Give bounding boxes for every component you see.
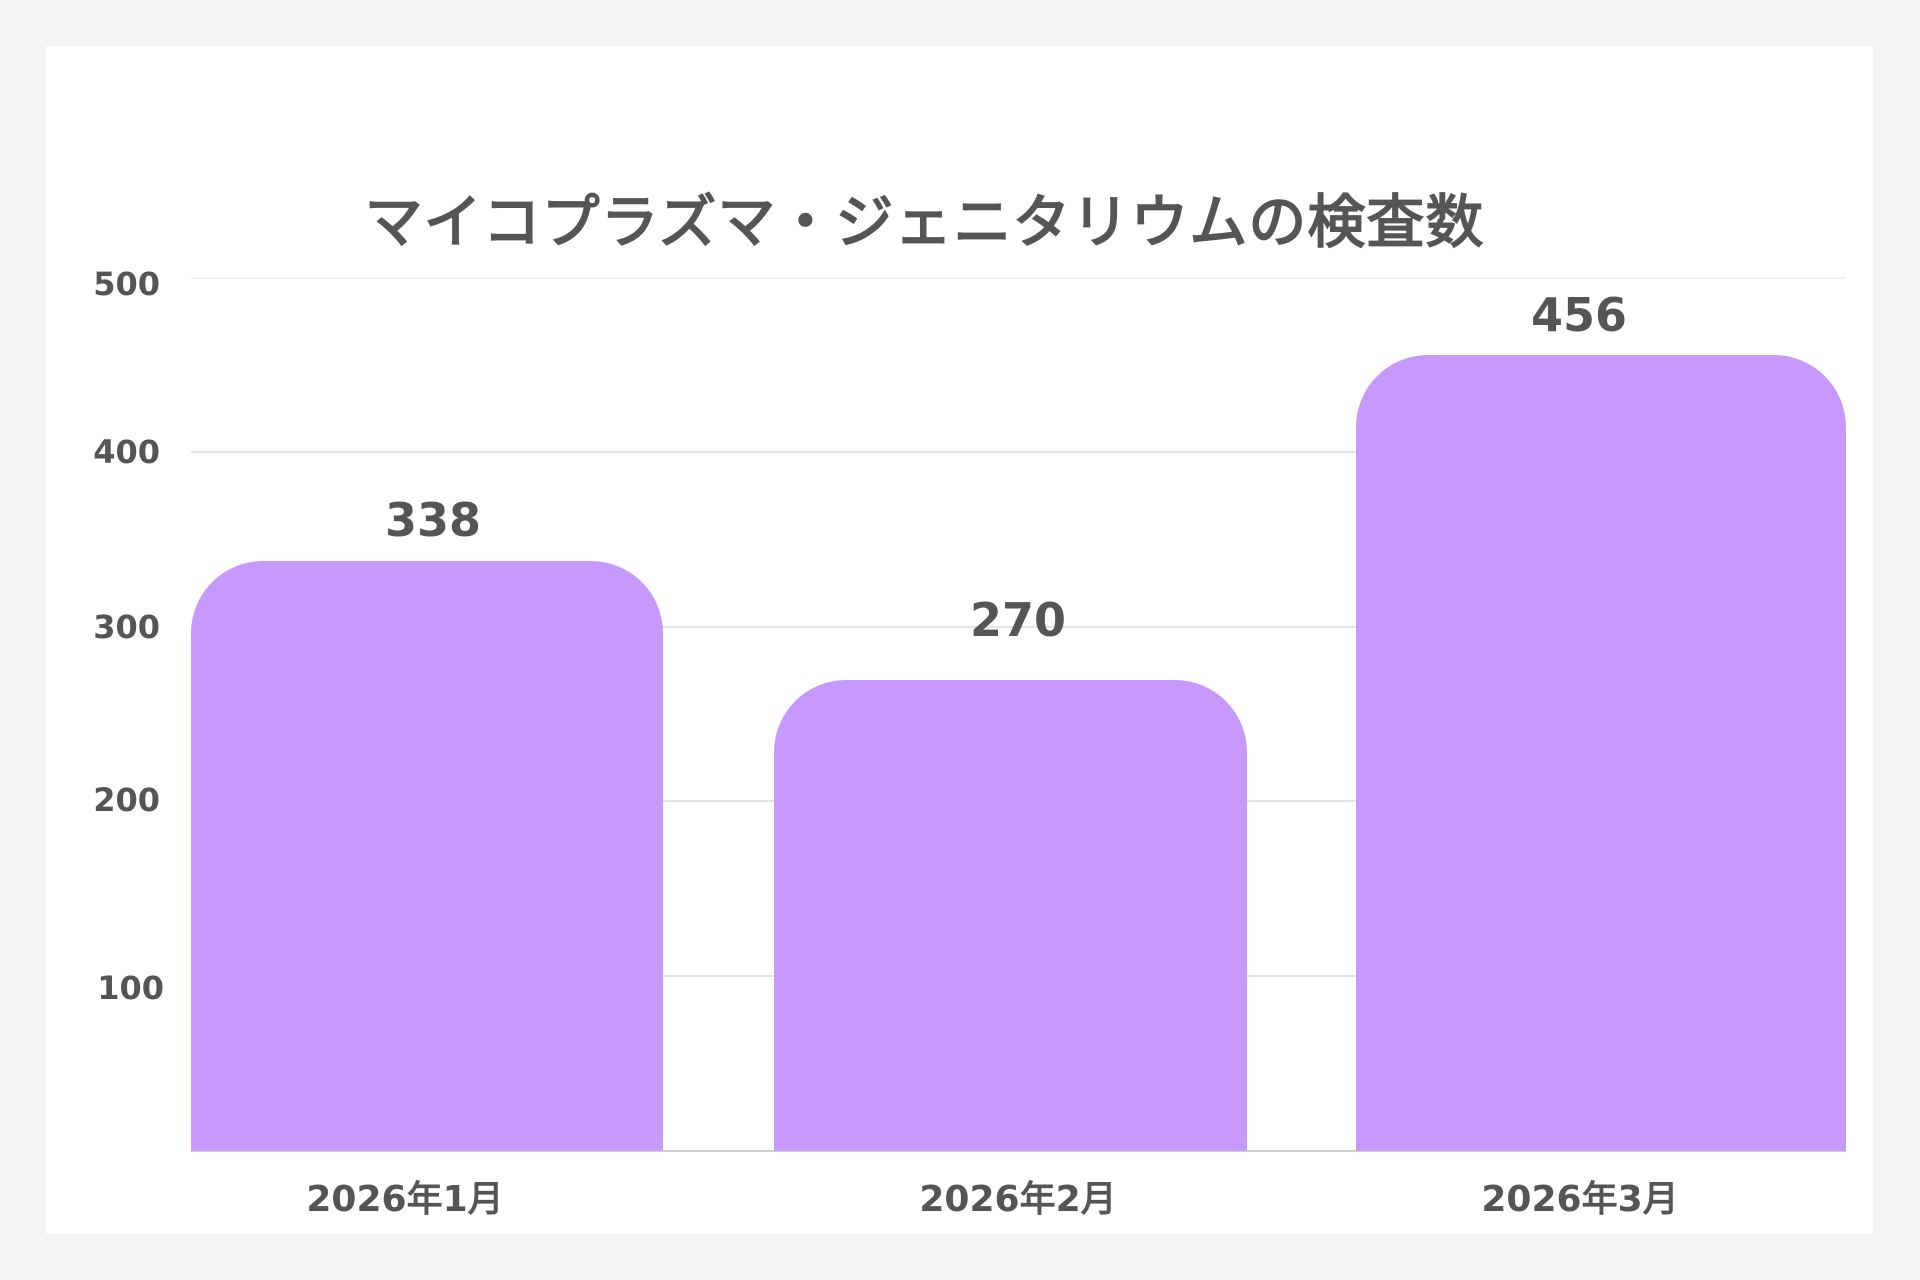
gridline-500	[191, 277, 1846, 279]
y-tick-label: 100	[97, 969, 164, 1007]
bar-2026-01	[191, 561, 663, 1151]
gridline-300	[191, 626, 1846, 628]
y-tick-label: 300	[93, 608, 160, 646]
x-tick-label: 2026年1月	[306, 1179, 504, 1220]
bar-2026-02	[774, 680, 1247, 1151]
gridline-400	[191, 451, 1846, 453]
y-tick-label: 500	[93, 265, 160, 303]
bar-value-label: 338	[384, 493, 482, 547]
x-tick-label: 2026年2月	[919, 1179, 1117, 1220]
bar-value-label: 456	[1530, 288, 1628, 342]
bar-value-label: 270	[969, 593, 1067, 647]
x-axis-baseline	[191, 1150, 1846, 1152]
bar-2026-03	[1356, 355, 1846, 1151]
chart-title: マイコプラズマ・ジェニタリウムの検査数	[364, 188, 1485, 256]
y-tick-label: 200	[93, 781, 160, 819]
y-tick-label: 400	[93, 433, 160, 471]
x-tick-label: 2026年3月	[1481, 1179, 1679, 1220]
